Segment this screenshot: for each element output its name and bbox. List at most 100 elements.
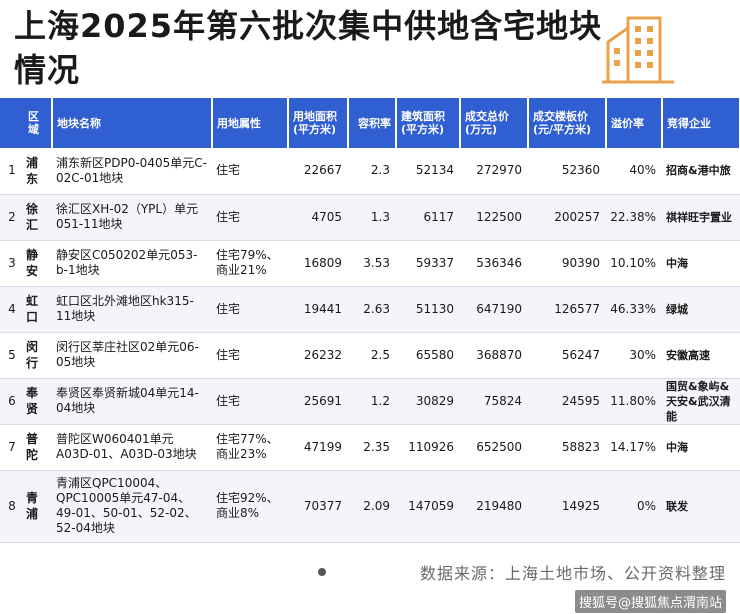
row-company: 中海 xyxy=(662,240,740,287)
row-name: 浦东新区PDP0-0405单元C-02C-01地块 xyxy=(52,148,212,195)
row-far: 2.63 xyxy=(348,286,396,333)
table-row: 8 青浦 青浦区QPC10004、QPC10005单元47-04、49-01、50-… xyxy=(0,470,740,543)
row-gfa: 6117 xyxy=(396,194,460,241)
row-district: 青浦 xyxy=(24,470,52,543)
row-gfa: 110926 xyxy=(396,424,460,471)
row-gfa: 52134 xyxy=(396,148,460,195)
row-company: 祺祥旺宇置业 xyxy=(662,194,740,241)
row-far: 2.3 xyxy=(348,148,396,195)
page-title: 上海2025年第六批次集中供地含宅地块情况 xyxy=(14,7,603,89)
brand-watermark: 搜狐号@搜狐焦点渭南站 xyxy=(574,590,726,613)
header-gfa: 建筑面积(平方米) xyxy=(396,98,461,148)
header-unit-price: 成交楼板价(元/平方米) xyxy=(528,98,607,148)
row-district: 浦东 xyxy=(24,148,52,195)
row-price: 368870 xyxy=(460,332,528,379)
header-index xyxy=(0,98,24,148)
row-index: 8 xyxy=(0,470,24,543)
row-name: 普陀区W060401单元A03D-01、A03D-03地块 xyxy=(52,424,212,471)
row-area: 16809 xyxy=(288,240,348,287)
row-unit-price: 200257 xyxy=(528,194,606,241)
row-area: 19441 xyxy=(288,286,348,333)
row-price: 75824 xyxy=(460,378,528,425)
header-area: 用地面积(平方米) xyxy=(288,98,349,148)
row-gfa: 30829 xyxy=(396,378,460,425)
row-district: 虹口 xyxy=(24,286,52,333)
row-name: 静安区C050202单元053-b-1地块 xyxy=(52,240,212,287)
row-premium: 14.17% xyxy=(606,424,662,471)
row-unit-price: 52360 xyxy=(528,148,606,195)
row-premium: 0% xyxy=(606,470,662,543)
row-index: 4 xyxy=(0,286,24,333)
row-premium: 46.33% xyxy=(606,286,662,333)
row-district: 普陀 xyxy=(24,424,52,471)
row-price: 536346 xyxy=(460,240,528,287)
row-far: 2.09 xyxy=(348,470,396,543)
table-row: 6 奉贤 奉贤区奉贤新城04单元14-04地块 住宅 25691 1.2 30829 7582… xyxy=(0,378,740,425)
row-use: 住宅79%、商业21% xyxy=(212,240,288,287)
row-index: 2 xyxy=(0,194,24,241)
row-far: 2.5 xyxy=(348,332,396,379)
row-use: 住宅 xyxy=(212,194,288,241)
row-far: 1.3 xyxy=(348,194,396,241)
row-far: 2.35 xyxy=(348,424,396,471)
row-name: 青浦区QPC10004、QPC10005单元47-04、49-01、50-01、… xyxy=(52,470,212,543)
row-name: 闵行区莘庄社区02单元06-05地块 xyxy=(52,332,212,379)
row-district: 奉贤 xyxy=(24,378,52,425)
header-district: 区域 xyxy=(24,98,53,148)
row-premium: 11.80% xyxy=(606,378,662,425)
row-name: 徐汇区XH-02（YPL）单元051-11地块 xyxy=(52,194,212,241)
building-icon xyxy=(602,16,674,84)
row-premium: 30% xyxy=(606,332,662,379)
row-use: 住宅77%、商业23% xyxy=(212,424,288,471)
header-use: 用地属性 xyxy=(212,98,289,148)
row-company: 中海 xyxy=(662,424,740,471)
table-row: 7 普陀 普陀区W060401单元A03D-01、A03D-03地块 住宅77%、商业… xyxy=(0,424,740,471)
row-index: 3 xyxy=(0,240,24,287)
row-unit-price: 56247 xyxy=(528,332,606,379)
table-row: 1 浦东 浦东新区PDP0-0405单元C-02C-01地块 住宅 22667 2.3 52… xyxy=(0,148,740,195)
row-use: 住宅92%、商业8% xyxy=(212,470,288,543)
row-district: 闵行 xyxy=(24,332,52,379)
row-price: 272970 xyxy=(460,148,528,195)
row-name: 奉贤区奉贤新城04单元14-04地块 xyxy=(52,378,212,425)
row-area: 47199 xyxy=(288,424,348,471)
row-company: 招商&港中旅 xyxy=(662,148,740,195)
row-premium: 10.10% xyxy=(606,240,662,287)
table-row: 4 虹口 虹口区北外滩地区hk315-11地块 住宅 19441 2.63 51130 647… xyxy=(0,286,740,333)
row-company: 国贸&象屿&天安&武汉清能 xyxy=(662,378,740,425)
row-use: 住宅 xyxy=(212,378,288,425)
row-area: 70377 xyxy=(288,470,348,543)
table-header-row: 区域 地块名称 用地属性 用地面积(平方米) 容积率 建筑面积(平方米) 成交总… xyxy=(0,98,740,148)
land-table: 区域 地块名称 用地属性 用地面积(平方米) 容积率 建筑面积(平方米) 成交总… xyxy=(0,98,740,543)
row-unit-price: 24595 xyxy=(528,378,606,425)
header-far: 容积率 xyxy=(348,98,397,148)
row-company: 绿城 xyxy=(662,286,740,333)
row-area: 4705 xyxy=(288,194,348,241)
row-index: 6 xyxy=(0,378,24,425)
row-company: 安徽高速 xyxy=(662,332,740,379)
row-gfa: 65580 xyxy=(396,332,460,379)
row-price: 652500 xyxy=(460,424,528,471)
row-name: 虹口区北外滩地区hk315-11地块 xyxy=(52,286,212,333)
row-area: 25691 xyxy=(288,378,348,425)
row-index: 5 xyxy=(0,332,24,379)
row-use: 住宅 xyxy=(212,148,288,195)
row-gfa: 59337 xyxy=(396,240,460,287)
row-far: 1.2 xyxy=(348,378,396,425)
row-area: 26232 xyxy=(288,332,348,379)
row-district: 徐汇 xyxy=(24,194,52,241)
row-index: 1 xyxy=(0,148,24,195)
row-area: 22667 xyxy=(288,148,348,195)
row-unit-price: 90390 xyxy=(528,240,606,287)
row-unit-price: 58823 xyxy=(528,424,606,471)
header-name: 地块名称 xyxy=(52,98,213,148)
row-far: 3.53 xyxy=(348,240,396,287)
row-district: 静安 xyxy=(24,240,52,287)
row-use: 住宅 xyxy=(212,332,288,379)
header-company: 竞得企业 xyxy=(662,98,740,148)
row-unit-price: 126577 xyxy=(528,286,606,333)
row-price: 122500 xyxy=(460,194,528,241)
table-row: 3 静安 静安区C050202单元053-b-1地块 住宅79%、商业21% 16809… xyxy=(0,240,740,287)
header-premium: 溢价率 xyxy=(606,98,663,148)
row-index: 7 xyxy=(0,424,24,471)
